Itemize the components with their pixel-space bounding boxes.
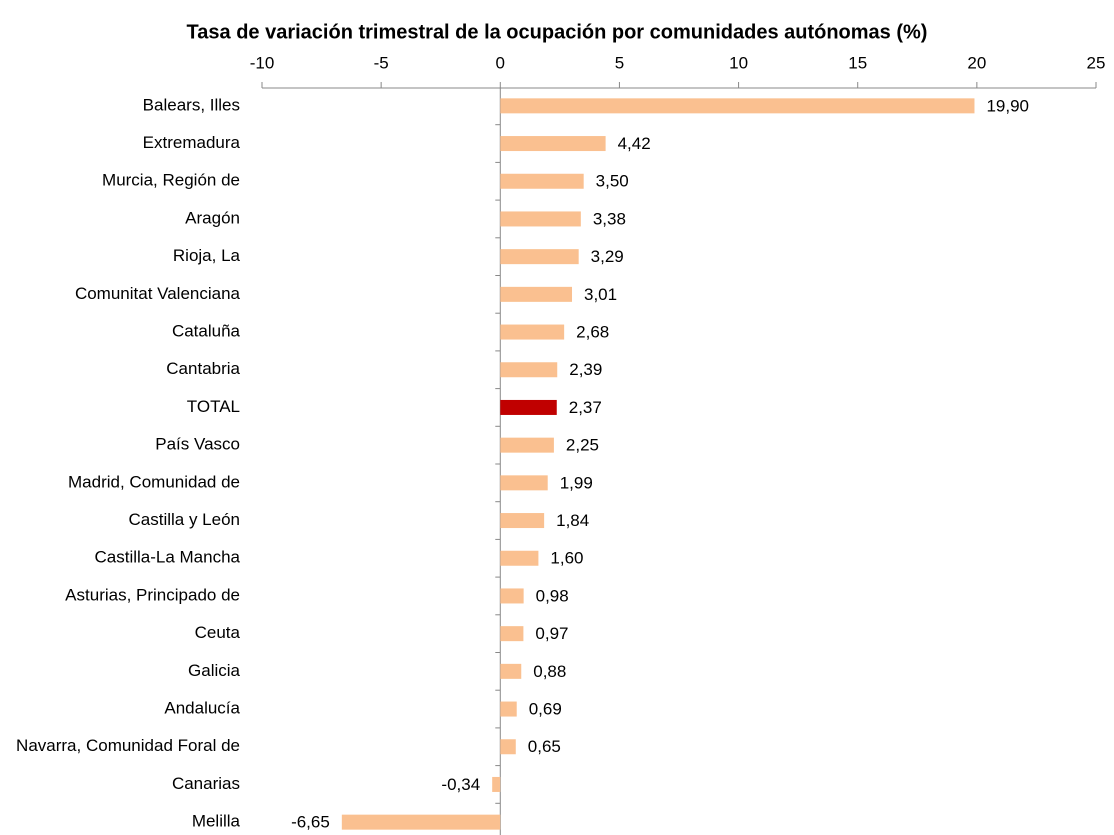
value-label: 2,68 [576, 323, 609, 342]
bar [500, 475, 548, 491]
y-tick-label: Aragón [185, 208, 240, 227]
value-label: 4,42 [618, 134, 651, 153]
x-tick-label: -5 [374, 53, 389, 72]
value-label: 19,90 [986, 96, 1029, 115]
bar [500, 362, 558, 378]
bar [341, 814, 501, 830]
value-label: 2,39 [569, 360, 602, 379]
bar [500, 550, 539, 566]
x-tick-label: 10 [729, 53, 748, 72]
y-tick-label: Andalucía [164, 699, 240, 718]
y-tick-label: Murcia, Región de [102, 171, 240, 190]
x-tick-label: 0 [496, 53, 505, 72]
value-label: 1,60 [550, 549, 583, 568]
y-tick-label: Extremadura [143, 133, 241, 152]
y-tick-label: Galicia [188, 661, 241, 680]
value-label: 3,29 [591, 247, 624, 266]
value-label: 0,98 [536, 586, 569, 605]
x-tick-label: 20 [967, 53, 986, 72]
value-label: 0,97 [535, 624, 568, 643]
value-label: 2,25 [566, 436, 599, 455]
value-label: 0,65 [528, 737, 561, 756]
value-label: 2,37 [569, 398, 602, 417]
x-tick-label: -10 [250, 53, 275, 72]
value-label: 1,99 [560, 473, 593, 492]
y-tick-label: Canarias [172, 774, 240, 793]
x-tick-label: 15 [848, 53, 867, 72]
chart-title: Tasa de variación trimestral de la ocupa… [187, 21, 928, 43]
value-label: -6,65 [291, 813, 330, 832]
bar [492, 776, 501, 792]
value-label: -0,34 [441, 775, 480, 794]
y-tick-label: Melilla [192, 812, 241, 831]
bar [500, 626, 524, 642]
bar [500, 588, 524, 604]
x-tick-label: 25 [1087, 53, 1106, 72]
y-tick-label: Comunitat Valenciana [75, 284, 241, 303]
y-tick-label: Asturias, Principado de [65, 585, 240, 604]
y-tick-label: Balears, Illes [143, 95, 240, 114]
value-label: 1,84 [556, 511, 589, 530]
y-tick-label: Navarra, Comunidad Foral de [16, 736, 240, 755]
bar [500, 513, 545, 529]
x-tick-label: 5 [615, 53, 624, 72]
y-tick-label: Cataluña [172, 322, 241, 341]
bar [500, 249, 579, 265]
y-tick-label: TOTAL [187, 397, 240, 416]
y-tick-label: Madrid, Comunidad de [68, 472, 240, 491]
bar [500, 136, 606, 152]
bar [500, 437, 554, 453]
value-label: 3,38 [593, 209, 626, 228]
y-tick-label: Cantabria [166, 359, 240, 378]
value-label: 0,69 [529, 700, 562, 719]
value-label: 3,50 [596, 172, 629, 191]
y-tick-label: Ceuta [195, 623, 241, 642]
bar [500, 98, 975, 114]
bar [500, 399, 557, 415]
value-label: 3,01 [584, 285, 617, 304]
y-tick-label: Rioja, La [173, 246, 241, 265]
y-tick-label: Castilla y León [128, 510, 240, 529]
bar [500, 211, 581, 227]
bar [500, 324, 565, 340]
value-label: 0,88 [533, 662, 566, 681]
bar [500, 173, 584, 189]
y-tick-label: Castilla-La Mancha [94, 548, 240, 567]
bar [500, 663, 522, 679]
y-tick-label: País Vasco [155, 435, 240, 454]
bar [500, 286, 573, 302]
bar [500, 701, 517, 717]
bar [500, 739, 516, 755]
